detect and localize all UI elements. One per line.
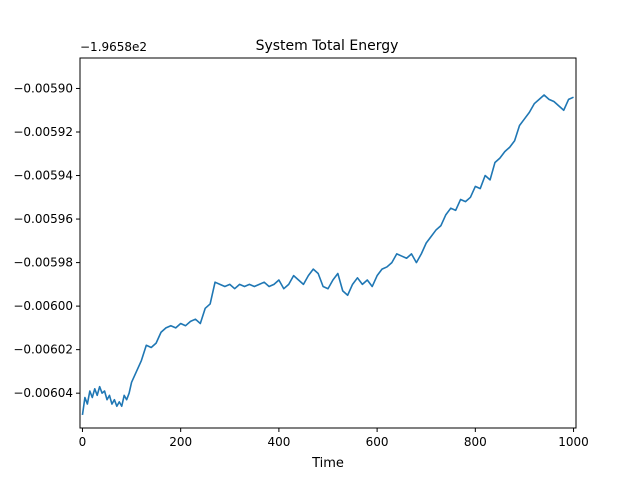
series-line-group [81, 94, 574, 416]
x-tick-label: 1000 [558, 435, 589, 449]
y-tick-label: −0.00598 [13, 256, 73, 270]
x-tick-label: 800 [464, 435, 487, 449]
y-tick-label: −0.00600 [13, 299, 73, 313]
y-tick-label: −0.00604 [13, 386, 73, 400]
y-tick-label: −0.00602 [13, 343, 73, 357]
y-tick-label: −0.00592 [13, 125, 73, 139]
plot-frame [79, 57, 577, 429]
x-axis-label: Time [311, 456, 344, 471]
y-tick-label: −0.00590 [13, 81, 73, 95]
series-line-0 [81, 94, 574, 416]
chart-title: System Total Energy [256, 38, 399, 54]
y-tick-label: −0.00594 [13, 169, 73, 183]
y-axis: −0.00604 −0.00602 −0.00600 −0.00598 −0.00596… [13, 81, 80, 400]
x-tick-label: 600 [366, 435, 389, 449]
x-tick-label: 0 [79, 435, 87, 449]
x-tick-label: 200 [169, 435, 192, 449]
x-tick-label: 400 [267, 435, 290, 449]
x-axis: 0 200 400 600 800 1000 [79, 428, 589, 449]
y-offset-text: −1.9658e2 [80, 40, 147, 54]
y-tick-label: −0.00596 [13, 212, 73, 226]
